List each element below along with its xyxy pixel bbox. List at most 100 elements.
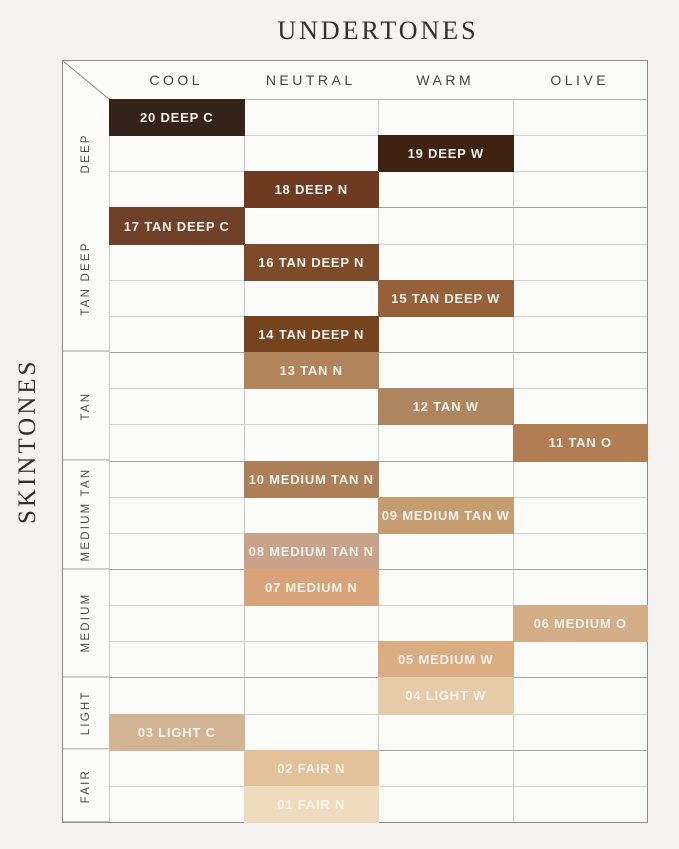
empty-cell [378, 99, 513, 136]
shade-swatch-05-medium-w: 05 MEDIUM W [378, 641, 514, 679]
shade-cell-12-tan-w: 12 TAN W [378, 388, 514, 426]
empty-cell [378, 785, 513, 822]
empty-cell [378, 207, 513, 244]
empty-cell [378, 424, 513, 461]
shade-swatch-12-tan-w: 12 TAN W [378, 388, 514, 426]
shade-label: 05 MEDIUM W [398, 652, 494, 668]
empty-cell [109, 135, 244, 172]
shade-cell-05-medium-w: 05 MEDIUM W [378, 641, 514, 679]
empty-cell [109, 532, 244, 569]
undertones-title: UNDERTONES [277, 16, 479, 45]
empty-cell [512, 315, 647, 353]
empty-cell [243, 496, 378, 533]
empty-cell [243, 207, 378, 244]
column-header-cool: COOL [149, 72, 204, 88]
shade-label: 18 DEEP N [274, 182, 348, 198]
shade-cell-04-light-w: 04 LIGHT W [378, 677, 514, 715]
shade-label: 17 TAN DEEP C [123, 218, 230, 234]
shade-label: 01 FAIR N [277, 796, 346, 812]
empty-cell [243, 424, 378, 461]
empty-cell [378, 532, 513, 569]
shade-cell-19-deep-w: 19 DEEP W [378, 135, 514, 173]
shade-swatch-15-tan-deep-w: 15 TAN DEEP W [378, 279, 514, 317]
shade-label: 12 TAN W [412, 399, 479, 415]
shade-label: 09 MEDIUM TAN W [381, 507, 510, 523]
column-header-warm: WARM [416, 72, 475, 88]
empty-cell [512, 749, 647, 786]
shade-cell-08-medium-tan-n: 08 MEDIUM TAN N [243, 532, 379, 570]
shade-cell-18-deep-n: 18 DEEP N [243, 171, 379, 209]
empty-cell [512, 388, 647, 425]
shade-swatch-17-tan-deep-c: 17 TAN DEEP C [109, 207, 245, 245]
empty-cell [512, 496, 647, 533]
shade-cell-20-deep-c: 20 DEEP C [109, 99, 245, 137]
empty-cell [378, 605, 513, 642]
shade-label: 20 DEEP C [140, 110, 214, 126]
shade-label: 14 TAN DEEP N [258, 326, 365, 342]
empty-cell [378, 315, 513, 353]
row-group-label-tan-deep: TAN DEEP [63, 207, 109, 353]
row-group-label-fair: FAIR [63, 749, 109, 822]
shade-swatch-08-medium-tan-n: 08 MEDIUM TAN N [243, 532, 379, 570]
shade-swatch-19-deep-w: 19 DEEP W [378, 135, 514, 173]
shade-swatch-04-light-w: 04 LIGHT W [378, 677, 514, 715]
empty-cell [243, 677, 378, 714]
empty-cell [109, 641, 244, 678]
empty-cell [109, 605, 244, 642]
shade-cell-06-medium-o: 06 MEDIUM O [512, 605, 648, 643]
column-header-olive: OLIVE [550, 72, 610, 88]
empty-cell [109, 496, 244, 533]
shade-swatch-02-fair-n: 02 FAIR N [243, 749, 379, 787]
shade-swatch-11-tan-o: 11 TAN O [512, 424, 648, 462]
empty-cell [378, 460, 513, 497]
column-header-neutral: NEUTRAL [265, 72, 356, 88]
empty-cell [378, 713, 513, 750]
empty-cell [109, 785, 244, 822]
shade-cell-07-medium-n: 07 MEDIUM N [243, 568, 379, 607]
empty-cell [109, 749, 244, 786]
shade-cell-15-tan-deep-w: 15 TAN DEEP W [378, 279, 514, 317]
empty-cell [243, 135, 378, 172]
row-group-label-light: LIGHT [63, 677, 109, 750]
empty-cell [378, 352, 513, 389]
corner-cell [63, 61, 109, 99]
empty-cell [512, 677, 647, 714]
shade-swatch-06-medium-o: 06 MEDIUM O [512, 605, 648, 643]
shade-cell-01-fair-n: 01 FAIR N [243, 785, 379, 823]
shade-label: 02 FAIR N [277, 760, 346, 776]
shade-label: 07 MEDIUM N [264, 580, 358, 596]
empty-cell [512, 135, 647, 172]
empty-cell [378, 243, 513, 280]
empty-cell [109, 279, 244, 316]
row-group-label-deep: DEEP [80, 133, 92, 174]
empty-cell [512, 460, 647, 497]
empty-cell [512, 171, 647, 208]
empty-cell [512, 568, 647, 606]
shade-label: 19 DEEP W [407, 146, 484, 162]
shade-grid: COOL NEUTRAL WARM OLIVE DEEP TAN DEEP TAN M… [62, 60, 648, 823]
empty-cell [378, 749, 513, 786]
shade-label: 03 LIGHT C [137, 724, 216, 740]
shade-label: 06 MEDIUM O [533, 616, 627, 632]
shade-label: 13 TAN N [279, 363, 343, 379]
empty-cell [243, 605, 378, 642]
shade-swatch-07-medium-n: 07 MEDIUM N [243, 568, 379, 607]
shade-swatch-13-tan-n: 13 TAN N [243, 352, 379, 390]
shade-swatch-20-deep-c: 20 DEEP C [109, 99, 245, 137]
empty-cell [109, 460, 244, 497]
shade-swatch-10-medium-tan-n: 10 MEDIUM TAN N [243, 460, 379, 498]
row-group-label-tan: TAN [63, 352, 109, 461]
empty-cell [109, 388, 244, 425]
diagonal-divider [63, 61, 109, 99]
empty-cell [378, 171, 513, 208]
shade-label: 04 LIGHT W [405, 688, 487, 704]
empty-cell [243, 99, 378, 136]
shade-cell-02-fair-n: 02 FAIR N [243, 749, 379, 787]
empty-cell [109, 243, 244, 280]
empty-cell [243, 388, 378, 425]
empty-cell [512, 352, 647, 389]
empty-cell [109, 171, 244, 208]
empty-cell [512, 99, 647, 136]
shade-swatch-01-fair-n: 01 FAIR N [243, 785, 379, 823]
